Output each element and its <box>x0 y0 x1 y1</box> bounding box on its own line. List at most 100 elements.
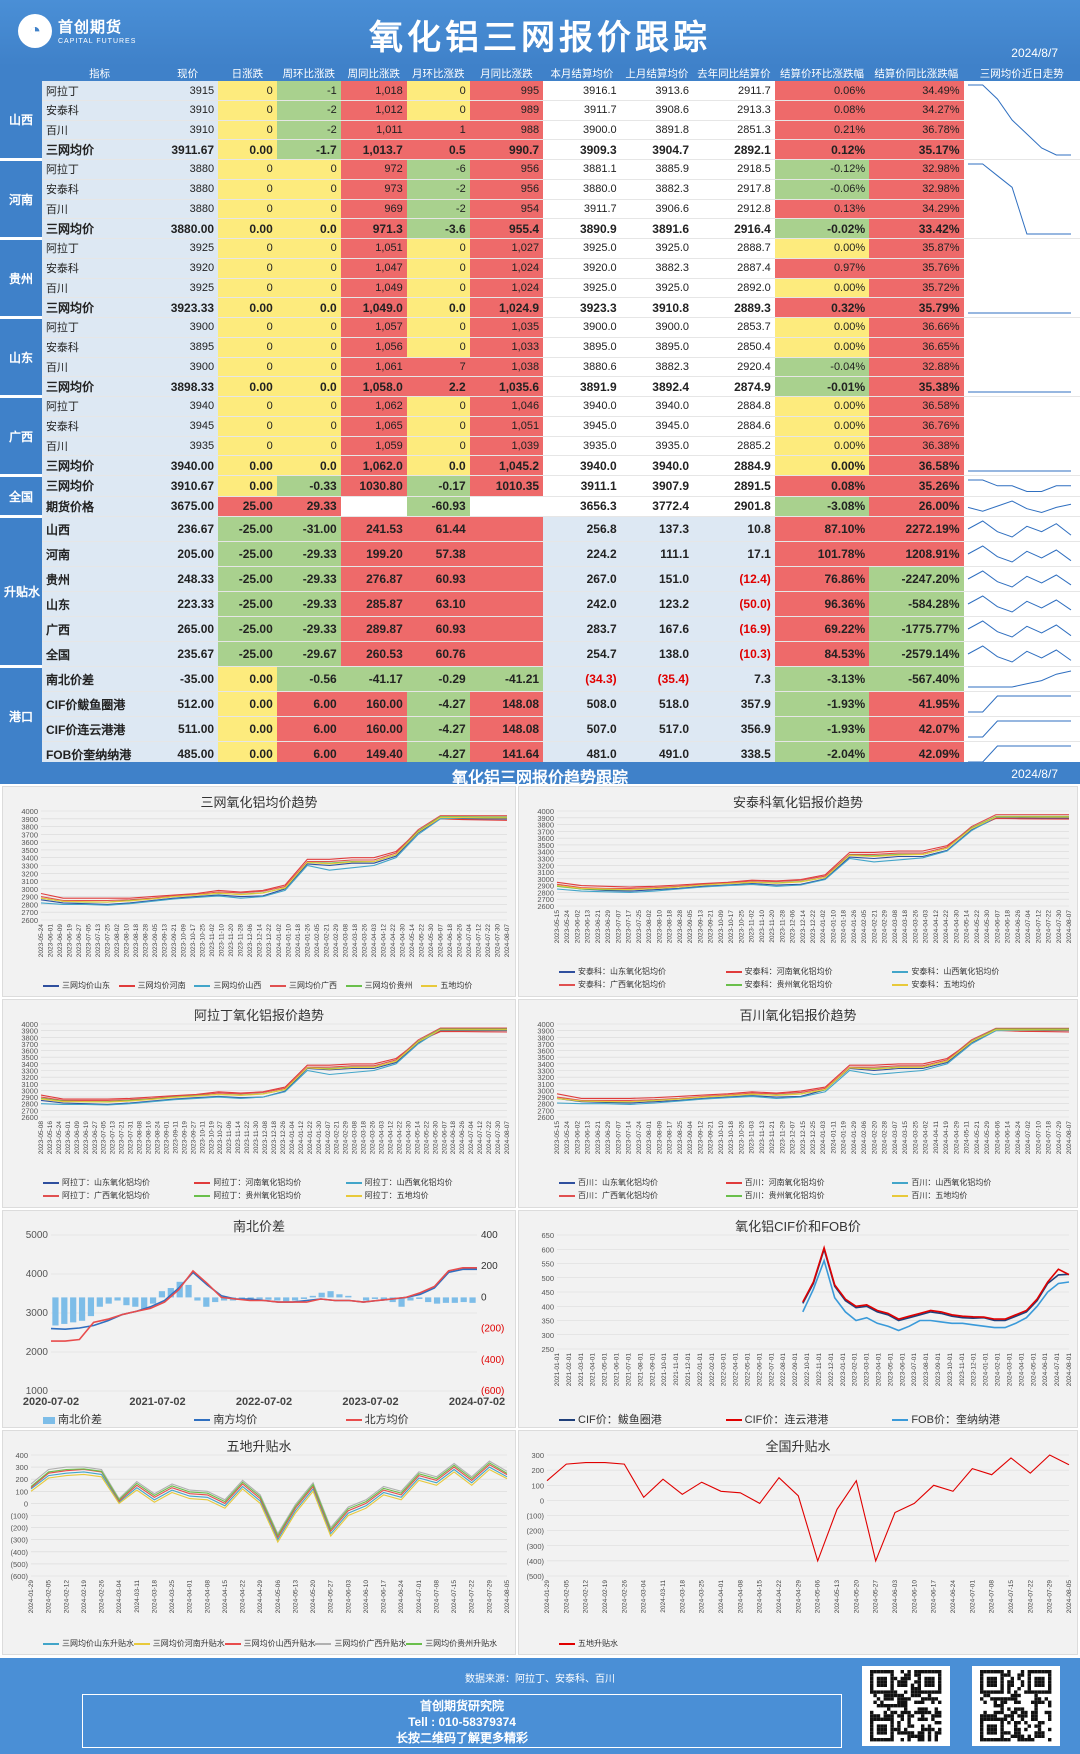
qr-module <box>924 1707 928 1711</box>
qr-module <box>890 1724 894 1728</box>
legend-item[interactable]: 三网均价广西升贴水 <box>315 1638 406 1649</box>
legend-item[interactable]: 南方均价 <box>194 1411 257 1427</box>
legend-item[interactable]: 百川：河南氧化铝均价 <box>725 1177 825 1188</box>
x-tick-label: 2024-04-29 <box>257 1580 264 1614</box>
legend-item[interactable]: 安泰科：山东氧化铝均价 <box>559 966 666 977</box>
x-tick-label: 2023-08-17 <box>667 1121 674 1155</box>
qr-module <box>900 1693 904 1698</box>
qr-module <box>1041 1700 1045 1704</box>
qr-module <box>1003 1714 1008 1718</box>
legend-item[interactable]: 五地均价 <box>421 980 472 991</box>
legend-item[interactable]: 南北价差 <box>43 1411 102 1427</box>
sparkline-svg <box>967 479 1071 492</box>
x-tick-label: 2024-01-04 <box>289 1121 296 1155</box>
x-tick-label: 2024-03-26 <box>361 924 368 958</box>
qr-code-1[interactable] <box>862 1666 950 1746</box>
legend-item[interactable]: CIF价：连云港港 <box>725 1411 828 1427</box>
chart-panel: 5000 4000 3000 2000 1000 400 200 0 (200) (400) (60… <box>2 1210 516 1428</box>
qr-module <box>890 1710 894 1715</box>
x-tick-label: 2024-07-29 <box>486 1580 493 1614</box>
qr-module <box>1048 1704 1052 1708</box>
x-tick-label: 2024-07-02 <box>449 1396 505 1408</box>
qr-module <box>1000 1724 1004 1728</box>
series-line <box>40 1029 507 1103</box>
qr-module <box>1034 1714 1038 1718</box>
qr-module <box>1034 1717 1038 1721</box>
legend-item[interactable]: 百川：贵州氧化铝均价 <box>725 1190 825 1201</box>
legend-item[interactable]: 安泰科：河南氧化铝均价 <box>725 966 833 977</box>
legend-item[interactable]: 阿拉丁：河南氧化铝均价 <box>194 1177 301 1188</box>
y-tick-label: 3100 <box>537 868 554 877</box>
legend-item[interactable]: 百川：山西氧化铝均价 <box>892 1177 991 1188</box>
legend-item[interactable]: FOB价：奎纳纳港 <box>892 1411 1000 1427</box>
y-tick-label: 500 <box>541 1274 554 1283</box>
legend-item[interactable]: 北方均价 <box>345 1411 409 1427</box>
legend-item[interactable]: 百川：山东氧化铝均价 <box>559 1177 658 1188</box>
legend-item[interactable]: 三网均价河南 <box>118 980 186 991</box>
value-cell: 3890.9 <box>543 218 621 239</box>
value-cell: 0.12% <box>774 139 870 160</box>
value-cell: 3911.1 <box>543 475 621 497</box>
legend-item[interactable]: 三网均价山东 <box>43 980 110 991</box>
spread-bar <box>132 1297 139 1307</box>
legend-item[interactable]: 阿拉丁：山西氧化铝均价 <box>345 1177 453 1188</box>
value-cell: 1,035 <box>469 317 544 338</box>
qr-module <box>1048 1738 1052 1742</box>
legend-item[interactable]: 百川：五地均价 <box>892 1190 967 1201</box>
sparkline-svg <box>967 163 1071 235</box>
legend-item[interactable]: 阿拉丁：广西氧化铝均价 <box>43 1190 150 1201</box>
qr-module <box>934 1738 938 1742</box>
value-cell: 1,012 <box>340 100 407 121</box>
value-cell: 954 <box>469 199 544 220</box>
legend-item[interactable]: 安泰科：广西氧化铝均价 <box>559 979 666 990</box>
spread-bar <box>380 1297 387 1301</box>
series-line <box>556 814 1069 889</box>
series-line <box>556 816 1069 891</box>
legend-item[interactable]: 百川：广西氧化铝均价 <box>559 1190 658 1201</box>
x-tick-label: 2024-07-04 <box>1025 910 1032 944</box>
value-cell: 2901.8 <box>693 496 775 517</box>
chart-title: 阿拉丁氧化铝报价趋势 <box>193 1008 324 1023</box>
qr-module <box>980 1676 984 1681</box>
x-tick-label: 2022-12-01 <box>828 1353 835 1387</box>
x-tick-label: 2024-06-24 <box>950 1580 957 1614</box>
value-cell: 260.53 <box>340 641 407 667</box>
value-cell <box>469 641 544 667</box>
value-cell: 990.7 <box>469 139 544 160</box>
x-tick-label: 2024-04-01 <box>1018 1353 1025 1387</box>
legend-item[interactable]: CIF价：鲅鱼圈港 <box>559 1411 662 1427</box>
legend-item[interactable]: 三网均价河南升贴水 <box>133 1638 225 1649</box>
legend-item[interactable]: 三网均价贵州升贴水 <box>406 1638 497 1649</box>
legend-item[interactable]: 安泰科：贵州氧化铝均价 <box>725 979 833 990</box>
x-tick-label: 2024-04-22 <box>943 910 950 944</box>
legend-item[interactable]: 三网均价广西 <box>270 980 337 991</box>
chart-title: 氧化铝CIF价和FOB价 <box>735 1219 861 1234</box>
value-cell: 0 <box>218 436 277 457</box>
qr-code-2[interactable] <box>972 1666 1060 1746</box>
value-cell: 3772.4 <box>620 496 693 517</box>
qr-module <box>907 1714 911 1718</box>
legend-item[interactable]: 三网均价山东升贴水 <box>43 1638 134 1649</box>
x-tick-label: 2024-05-30 <box>428 924 435 958</box>
legend-item[interactable]: 阿拉丁：贵州氧化铝均价 <box>194 1190 301 1201</box>
legend-swatch <box>559 983 575 986</box>
legend-item[interactable]: 安泰科：五地均价 <box>892 979 975 990</box>
legend-item[interactable]: 阿拉丁：山东氧化铝均价 <box>43 1177 150 1188</box>
value-cell: 3900.0 <box>543 317 621 338</box>
trend-sparkline <box>963 691 1080 717</box>
value-cell: 2850.4 <box>693 337 775 358</box>
legend-item[interactable]: 三网均价山西 <box>194 980 261 991</box>
x-tick-label: 2024-02-26 <box>621 1580 628 1614</box>
qr-module <box>924 1670 928 1674</box>
qr-module <box>900 1700 904 1704</box>
legend-item[interactable]: 安泰科：山西氧化铝均价 <box>892 966 999 977</box>
qr-module <box>1044 1710 1048 1715</box>
sparkline-svg <box>967 620 1071 638</box>
legend-item[interactable]: 五地升贴水 <box>559 1638 618 1649</box>
series-line <box>40 1030 507 1105</box>
qr-module <box>1000 1676 1004 1681</box>
legend-item[interactable]: 阿拉丁：五地均价 <box>345 1190 429 1201</box>
legend-item[interactable]: 三网均价贵州 <box>345 980 413 991</box>
legend-item[interactable]: 三网均价山西升贴水 <box>224 1638 316 1649</box>
